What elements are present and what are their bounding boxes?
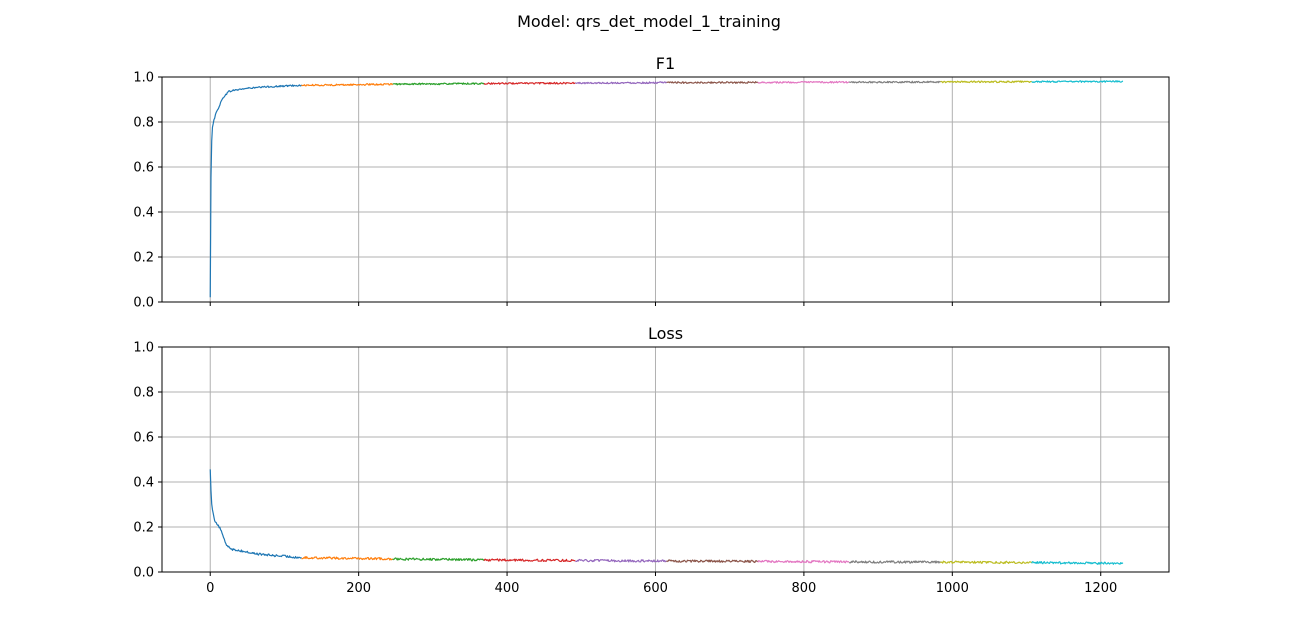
loss-y-tick-label: 1.0	[133, 341, 154, 356]
loss-frame	[161, 346, 1170, 573]
loss-series-line	[1031, 561, 1124, 565]
loss-y-tick-label: 0.8	[133, 386, 154, 401]
loss-series-line	[483, 558, 576, 563]
f1-series-line	[575, 81, 668, 85]
loss-y-tick-label: 0.2	[133, 521, 154, 536]
loss-x-tick-label: 0	[206, 581, 214, 596]
loss-x-tick-label: 800	[791, 581, 816, 596]
f1-title: F1	[656, 54, 675, 73]
loss-x-tick-label: 200	[346, 581, 371, 596]
f1-axes: F1 0.0 0.2 0.4 0.6 0.8 1.0	[133, 54, 1170, 311]
loss-axes: Loss 0.0 0.2 0.4 0.6 0.8 1.0 0 200 400 600 800 1000 1…	[133, 324, 1170, 596]
f1-y-tick-label: 1.0	[133, 71, 154, 86]
loss-series-line	[666, 559, 758, 564]
loss-x-tick-label: 600	[643, 581, 668, 596]
f1-series-line	[209, 84, 303, 298]
f1-y-tick-label: 0.2	[133, 251, 154, 266]
f1-y-tick-label: 0.0	[133, 296, 154, 311]
f1-series-line	[301, 82, 394, 87]
f1-y-tick-label: 0.4	[133, 206, 154, 221]
loss-y-tick-label: 0.4	[133, 476, 154, 491]
loss-x-tick-label: 1000	[936, 581, 969, 596]
loss-x-tick-label: 1200	[1084, 581, 1117, 596]
loss-series-line	[757, 559, 850, 564]
loss-series-line	[849, 560, 941, 564]
f1-series-line	[848, 80, 941, 84]
loss-y-tick-label: 0.0	[133, 566, 154, 581]
loss-x-tick-label: 400	[495, 581, 520, 596]
f1-series-line	[392, 82, 485, 86]
f1-series-line	[666, 81, 759, 84]
f1-series-line	[940, 80, 1032, 84]
f1-y-tick-label: 0.8	[133, 116, 154, 131]
loss-title: Loss	[648, 324, 683, 343]
loss-series-line	[575, 558, 667, 563]
loss-series-line	[392, 557, 485, 562]
figure-title: Model: qrs_det_model_1_training	[517, 12, 781, 32]
loss-series-line	[939, 560, 1032, 565]
loss-y-tick-label: 0.6	[133, 431, 154, 446]
f1-series-line	[757, 80, 850, 84]
f1-series-line	[1031, 80, 1124, 84]
f1-frame	[161, 76, 1170, 303]
loss-series-line	[301, 556, 394, 561]
f1-series-line	[483, 81, 576, 85]
loss-series-line	[209, 469, 302, 559]
f1-y-tick-label: 0.6	[133, 161, 154, 176]
